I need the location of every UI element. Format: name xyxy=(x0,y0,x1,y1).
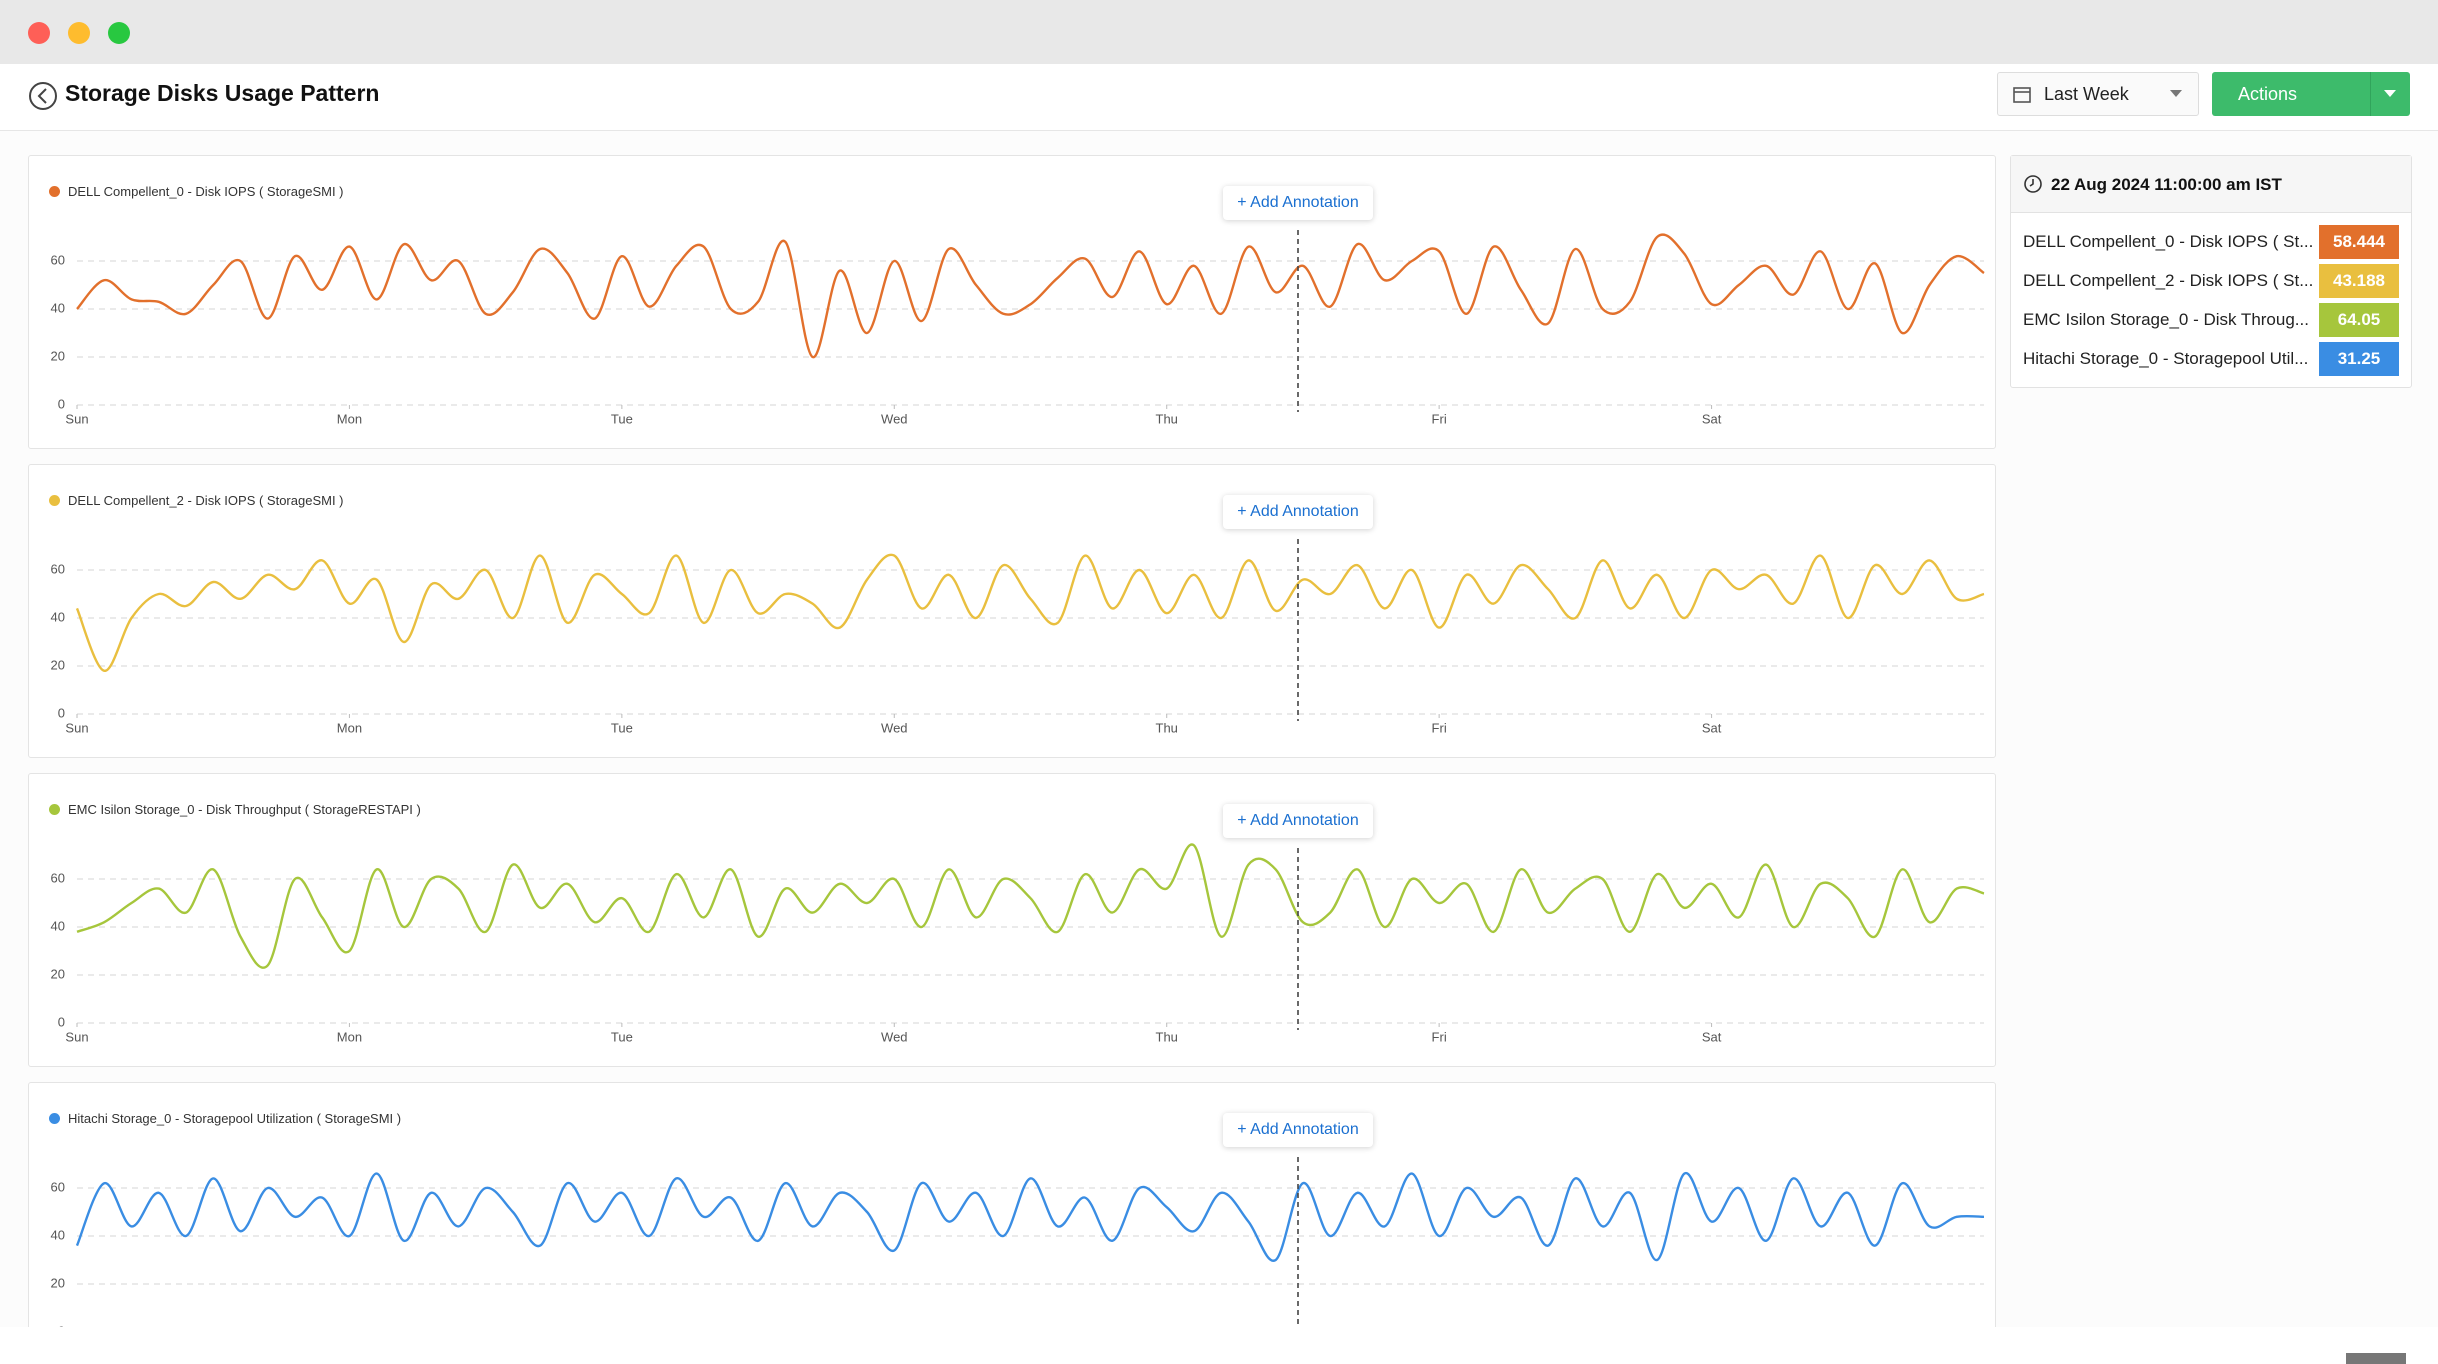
tooltip-value: 58.444 xyxy=(2319,225,2399,259)
chart-card: 0 20 40 60 Sun Mon Tue Wed Thu Fri Sat DELL Compell… xyxy=(28,155,1996,449)
y-tick-label: 20 xyxy=(51,966,65,981)
y-tick-label: 0 xyxy=(58,396,65,411)
tooltip-header: 22 Aug 2024 11:00:00 am IST xyxy=(2011,156,2411,213)
chart-card: 0 20 40 60 Sun Mon Tue Wed Thu Fri Sat EMC Isilon S… xyxy=(28,773,1996,1067)
y-tick-label: 0 xyxy=(58,705,65,720)
actions-label: Actions xyxy=(2238,84,2298,104)
tooltip-row: DELL Compellent_0 - Disk IOPS ( St... 58.… xyxy=(2023,225,2399,259)
legend-label: DELL Compellent_0 - Disk IOPS ( StorageS… xyxy=(68,184,344,199)
tooltip-panel: 22 Aug 2024 11:00:00 am IST DELL Compell… xyxy=(2010,155,2412,388)
x-tick-label: Sat xyxy=(1702,1029,1722,1044)
y-tick-label: 40 xyxy=(51,609,65,624)
legend-item: Hitachi Storage_0 - Storagepool Utilizat… xyxy=(49,1111,401,1126)
y-tick-label: 0 xyxy=(58,1323,65,1327)
x-tick-label: Sun xyxy=(65,1029,88,1044)
legend-item: DELL Compellent_2 - Disk IOPS ( StorageS… xyxy=(49,493,344,508)
x-tick-label: Sat xyxy=(1702,720,1722,735)
legend-dot xyxy=(49,1113,60,1124)
y-tick-label: 60 xyxy=(51,252,65,267)
x-tick-label: Thu xyxy=(1156,720,1178,735)
x-tick-label: Mon xyxy=(337,1029,362,1044)
add-annotation-button[interactable]: + Add Annotation xyxy=(1223,495,1373,529)
x-tick-label: Thu xyxy=(1156,1029,1178,1044)
close-button[interactable] xyxy=(28,22,50,44)
x-tick-label: Sat xyxy=(1702,411,1722,426)
y-tick-label: 0 xyxy=(58,1014,65,1029)
x-tick-label: Mon xyxy=(337,411,362,426)
actions-button[interactable]: Actions xyxy=(2212,72,2410,116)
x-tick-label: Fri xyxy=(1432,1029,1447,1044)
scroll-handle xyxy=(2346,1353,2406,1364)
caret xyxy=(2170,90,2182,97)
y-tick-label: 20 xyxy=(51,348,65,363)
legend-label: EMC Isilon Storage_0 - Disk Throughput (… xyxy=(68,802,421,817)
tooltip-series-name: DELL Compellent_2 - Disk IOPS ( St... xyxy=(2023,271,2314,290)
x-tick-label: Wed xyxy=(881,720,908,735)
title-bar xyxy=(0,0,2438,64)
chart-card: 0 20 40 60 Sun Mon Tue Wed Thu Fri Sat Hitachi Stor… xyxy=(28,1082,1996,1327)
y-tick-label: 40 xyxy=(51,300,65,315)
y-tick-label: 40 xyxy=(51,1227,65,1242)
x-tick-label: Mon xyxy=(337,720,362,735)
legend-item: EMC Isilon Storage_0 - Disk Throughput (… xyxy=(49,802,421,817)
x-tick-label: Tue xyxy=(611,720,633,735)
legend-dot xyxy=(49,804,60,815)
series-line xyxy=(76,843,1985,969)
legend-label: Hitachi Storage_0 - Storagepool Utilizat… xyxy=(68,1111,402,1126)
clock-icon xyxy=(2024,175,2042,193)
tooltip-series-name: DELL Compellent_0 - Disk IOPS ( St... xyxy=(2023,232,2314,251)
maximize-button[interactable] xyxy=(108,22,130,44)
legend-dot xyxy=(49,495,60,506)
y-tick-label: 60 xyxy=(51,1179,65,1194)
minimize-button[interactable] xyxy=(68,22,90,44)
tooltip-row: EMC Isilon Storage_0 - Disk Throug... 64.… xyxy=(2023,303,2399,337)
chart: 0 20 40 60 Sun Mon Tue Wed Thu Fri Sat xyxy=(51,539,1985,735)
x-tick-label: Sun xyxy=(65,720,88,735)
tooltip-series-name: Hitachi Storage_0 - Storagepool Util... xyxy=(2023,349,2309,368)
legend-label: DELL Compellent_2 - Disk IOPS ( StorageS… xyxy=(68,493,344,508)
series-line xyxy=(76,233,1985,359)
legend-dot xyxy=(49,186,60,197)
tooltip-series-name: EMC Isilon Storage_0 - Disk Throug... xyxy=(2023,310,2309,329)
tooltip-value: 31.25 xyxy=(2319,342,2399,376)
x-tick-label: Wed xyxy=(881,1029,908,1044)
x-tick-label: Fri xyxy=(1432,720,1447,735)
add-annotation-button[interactable]: + Add Annotation xyxy=(1223,186,1373,220)
header: Storage Disks Usage Pattern Last Week Ac… xyxy=(0,64,2438,131)
tooltip-value: 64.05 xyxy=(2319,303,2399,337)
y-tick-label: 20 xyxy=(51,657,65,672)
series-line xyxy=(75,553,1985,672)
calendar-icon xyxy=(2013,87,2031,103)
tooltip-value: 43.188 xyxy=(2319,264,2399,298)
x-tick-label: Wed xyxy=(881,411,908,426)
x-tick-label: Tue xyxy=(611,1029,633,1044)
y-tick-label: 20 xyxy=(51,1275,65,1290)
y-tick-label: 60 xyxy=(51,561,65,576)
y-tick-label: 60 xyxy=(51,870,65,885)
add-annotation-button[interactable]: + Add Annotation xyxy=(1223,1113,1373,1147)
chart-card: 0 20 40 60 Sun Mon Tue Wed Thu Fri Sat DELL Compell… xyxy=(28,464,1996,758)
x-tick-label: Fri xyxy=(1432,411,1447,426)
tooltip-row: DELL Compellent_2 - Disk IOPS ( St... 43.… xyxy=(2023,264,2399,298)
chart: 0 20 40 60 Sun Mon Tue Wed Thu Fri Sat xyxy=(51,230,1985,426)
series-line xyxy=(75,1172,1985,1262)
y-tick-label: 40 xyxy=(51,918,65,933)
period-dropdown[interactable]: Last Week xyxy=(1997,72,2199,116)
period-label: Last Week xyxy=(2044,84,2129,104)
x-tick-label: Thu xyxy=(1156,411,1178,426)
divider xyxy=(2370,72,2371,116)
back-button[interactable] xyxy=(27,80,59,112)
page-title: Storage Disks Usage Pattern xyxy=(65,80,380,106)
legend-item: DELL Compellent_0 - Disk IOPS ( StorageS… xyxy=(49,184,344,199)
tooltip-row: Hitachi Storage_0 - Storagepool Util... 3… xyxy=(2023,342,2399,376)
x-tick-label: Sun xyxy=(65,411,88,426)
tooltip-time: 22 Aug 2024 11:00:00 am IST xyxy=(2051,175,2282,194)
add-annotation-button[interactable]: + Add Annotation xyxy=(1223,804,1373,838)
x-tick-label: Tue xyxy=(611,411,633,426)
caret xyxy=(2384,90,2396,97)
chart: 0 20 40 60 Sun Mon Tue Wed Thu Fri Sat xyxy=(51,843,1985,1044)
